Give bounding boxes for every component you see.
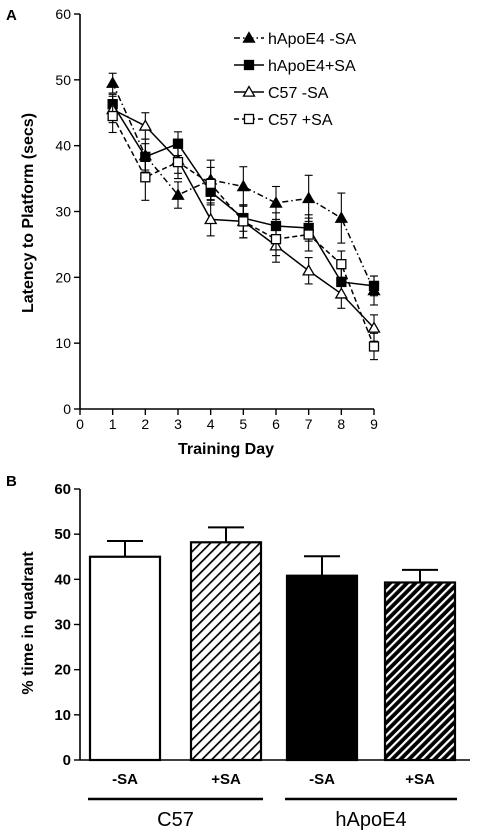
panel-a-data-point — [336, 259, 347, 270]
panel-a-legend: hApoE4 -SA hApoE4+SA C57 -SA C57 +SA — [234, 31, 356, 129]
panel-a-legend-item: hApoE4 -SA — [234, 31, 356, 48]
panel-a-legend-label: hApoE4+SA — [268, 58, 356, 75]
panel-a-data-point — [368, 280, 380, 292]
panel-b-category-label: -SA — [309, 771, 335, 788]
panel-a-y-tick-label: 10 — [55, 335, 71, 351]
panel-b-group-2: hApoE4 — [285, 797, 457, 831]
panel-a-data-point — [205, 178, 216, 190]
panel-a-data-point — [302, 191, 316, 204]
panel-a-data-point — [270, 233, 282, 245]
panel-a-legend-label: hApoE4 -SA — [268, 31, 356, 48]
panel-a-data-point — [368, 341, 380, 352]
panel-b-y-axis-title: % time in quadrant — [20, 551, 37, 695]
panel-a-y-tick-label: 0 — [63, 401, 71, 417]
panel-b-group-label: hApoE4 — [335, 809, 406, 831]
panel-b-y-tick-label: 20 — [54, 662, 71, 679]
panel-a-data-point — [334, 286, 348, 299]
panel-a-legend-marker — [242, 31, 256, 43]
panel-a-data-point — [204, 212, 218, 225]
panel-a-legend-marker — [243, 113, 255, 125]
panel-b-bar-rect — [285, 574, 359, 762]
panel-b-bar-3: -SA — [285, 555, 359, 788]
panel-a-data-point — [367, 321, 381, 333]
panel-a-x-tick-label: 0 — [76, 416, 84, 432]
panel-a-legend-marker — [242, 85, 256, 97]
panel-a-y-tick-label: 20 — [55, 269, 71, 285]
panel-a-x-tick-label: 6 — [272, 416, 280, 432]
panel-b-bar-rect — [88, 555, 162, 762]
panel-b-bar-rect — [189, 541, 263, 762]
panel-b-bar-1: -SA — [88, 539, 162, 788]
panel-a-data-point — [269, 196, 283, 208]
panel-a-y-tick-label: 50 — [55, 72, 71, 88]
panel-a-x-tick-label: 5 — [239, 416, 247, 432]
panel-a-x-tick-label: 8 — [337, 416, 345, 432]
panel-a-letter: A — [6, 7, 17, 24]
panel-b-group-labels: C57 hApoE4 — [88, 797, 457, 831]
panel-a-legend-label: C57 +SA — [268, 112, 333, 129]
panel-b-y-tick-label: 10 — [54, 707, 71, 724]
panel-a-data-point — [140, 172, 151, 183]
panel-a-y-tick-label: 30 — [55, 204, 71, 220]
panel-a-x-axis-title: Training Day — [178, 441, 274, 458]
panel-b-category-label: +SA — [405, 771, 435, 788]
panel-a-legend-item: hApoE4+SA — [234, 58, 356, 75]
panel-b-y-tick-label: 40 — [54, 571, 71, 588]
panel-b-group-1: C57 — [88, 797, 263, 831]
panel-a-x-tick-label: 4 — [207, 416, 215, 432]
panel-a-data-point — [303, 229, 314, 240]
panel-b-group-label: C57 — [157, 809, 194, 831]
panel-a-data-point — [334, 211, 348, 223]
panel-a-data-point — [138, 119, 152, 131]
panel-a-series-group — [106, 72, 381, 361]
panel-a-data-point — [107, 110, 118, 122]
panel-a-series-4 — [107, 99, 380, 361]
panel-b-bar-2: +SA — [189, 526, 263, 788]
panel-a-series-line — [111, 82, 375, 291]
panel-a-x-tick-label: 3 — [174, 416, 182, 432]
panel-a-x-tick-label: 7 — [305, 416, 313, 432]
panel-a-data-point — [172, 156, 184, 168]
panel-a-y-axis-title: Latency to Platform (secs) — [20, 113, 37, 313]
panel-a-y-tick-label: 60 — [55, 6, 71, 22]
panel-b-y-tick-label: 50 — [54, 526, 71, 543]
panel-a-legend-marker — [243, 59, 255, 71]
panel-a-x-tick-label: 9 — [370, 416, 378, 432]
panel-b-category-label: -SA — [112, 771, 138, 788]
panel-a-data-point — [171, 188, 185, 200]
panel-b-bar-rect — [383, 581, 457, 762]
panel-a-data-point — [238, 216, 249, 227]
panel-a-data-point — [302, 263, 316, 276]
panel-a-y-tick-label: 40 — [55, 138, 71, 154]
panel-a-legend-item: C57 -SA — [234, 85, 329, 102]
panel-a-legend-label: C57 -SA — [268, 85, 329, 102]
panel-a-axes: 0 10 20 30 40 50 60 0 1 2 3 4 5 6 7 8 9 — [55, 6, 378, 432]
panel-a-data-point — [106, 76, 120, 88]
panel-b-y-tick-label: 0 — [63, 752, 71, 769]
panel-a-x-tick-label: 2 — [141, 416, 149, 432]
panel-b-bar-4: +SA — [383, 568, 457, 788]
panel-a-x-tick-label: 1 — [109, 416, 117, 432]
panel-b-letter: B — [6, 473, 17, 490]
panel-b-bars-group: -SA +SA -SA +SA — [88, 526, 457, 788]
panel-b-y-tick-label: 30 — [54, 617, 71, 634]
panel-a-series-1 — [106, 72, 381, 306]
panel-a-data-point — [236, 179, 250, 192]
panel-b-category-label: +SA — [211, 771, 241, 788]
panel-b-y-tick-label: 60 — [54, 481, 71, 498]
panel-a-legend-item: C57 +SA — [234, 112, 333, 129]
